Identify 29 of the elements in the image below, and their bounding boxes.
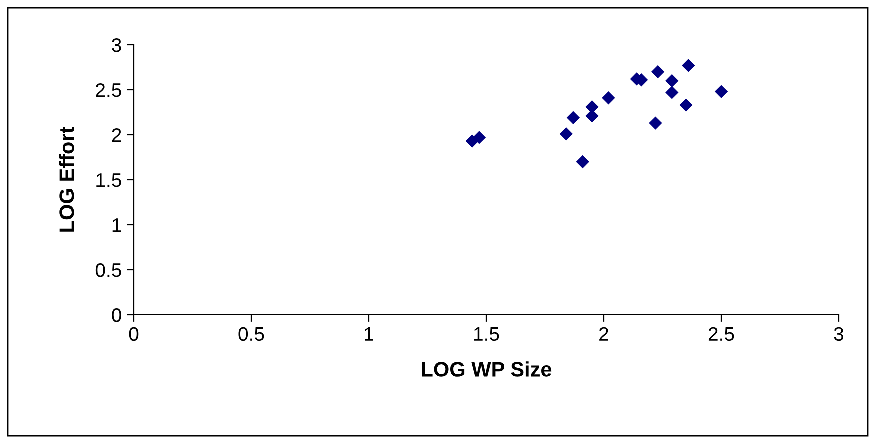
point xyxy=(682,59,696,72)
y-tick-label: 1 xyxy=(112,218,122,232)
point xyxy=(586,110,599,123)
x-tick-label: 2 xyxy=(600,327,608,341)
y-tick-label: 2.5 xyxy=(96,83,122,98)
x-tick-label: 3 xyxy=(834,327,844,342)
x-tick-label: 1 xyxy=(365,328,374,341)
y-tick-label: 0 xyxy=(112,308,122,322)
y-tick-label: 3 xyxy=(112,38,122,52)
point xyxy=(680,98,693,112)
point xyxy=(666,86,679,100)
point xyxy=(666,74,679,88)
y-tick-label: 0.5 xyxy=(96,263,122,278)
x-tick-label: 2.5 xyxy=(708,327,734,342)
x-tick-label: 0 xyxy=(129,327,139,342)
y-axis-title: LOG Effort xyxy=(59,127,74,232)
point xyxy=(602,92,616,105)
point xyxy=(560,128,573,141)
point xyxy=(714,85,728,98)
point xyxy=(576,155,590,169)
y-tick-label: 2 xyxy=(112,128,122,142)
x-axis-title: LOG WP Size xyxy=(422,362,552,377)
x-tick-label: 1.5 xyxy=(474,328,500,342)
point xyxy=(651,65,665,79)
point xyxy=(649,116,662,130)
y-tick-label: 1.5 xyxy=(96,174,122,188)
point xyxy=(566,111,580,124)
point xyxy=(472,131,486,144)
x-tick-label: 0.5 xyxy=(238,327,264,342)
